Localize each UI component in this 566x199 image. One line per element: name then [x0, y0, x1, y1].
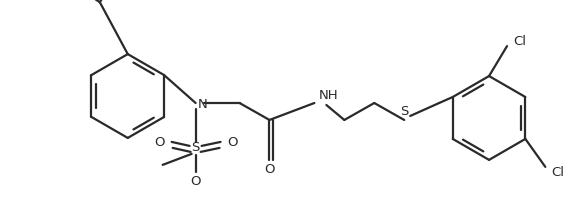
Text: Cl: Cl [513, 35, 526, 48]
Text: NH: NH [319, 89, 338, 101]
Text: N: N [198, 99, 207, 111]
Text: O: O [155, 137, 165, 149]
Text: S: S [191, 141, 200, 154]
Text: O: O [190, 175, 201, 188]
Text: Cl: Cl [551, 166, 564, 179]
Text: O: O [264, 163, 275, 176]
Text: O: O [228, 137, 238, 149]
Text: S: S [400, 105, 409, 118]
